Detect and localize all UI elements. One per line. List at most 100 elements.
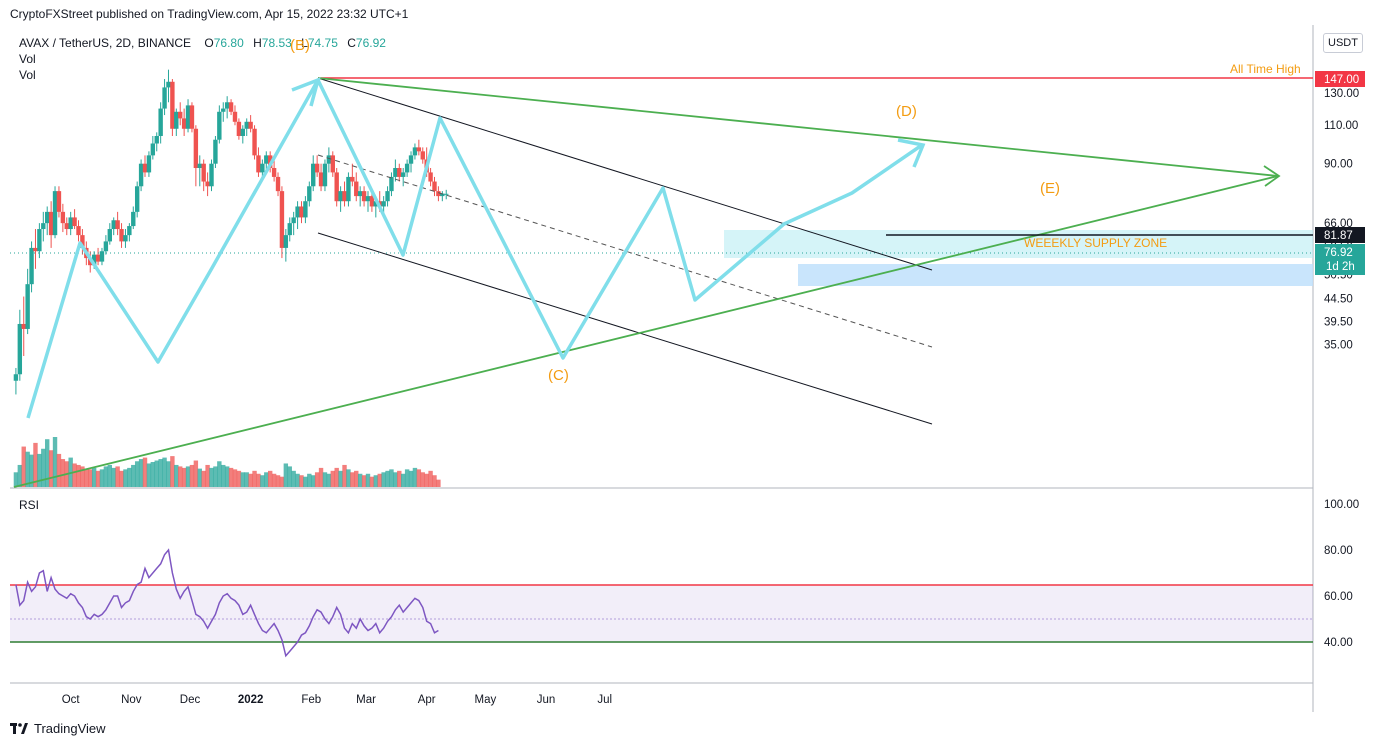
candle-body xyxy=(330,155,335,173)
ath-price-text: 147.00 xyxy=(1324,74,1359,86)
time-axis[interactable]: Oct Nov Dec 2022 Feb Mar Apr May Jun Jul xyxy=(62,694,612,706)
rsi-line[interactable] xyxy=(15,548,439,658)
volume-bar xyxy=(174,464,179,487)
volume-bar xyxy=(45,439,50,487)
supply-zone-label: WEEEKLY SUPPLY ZONE xyxy=(1024,236,1167,250)
candle-body xyxy=(146,155,152,173)
time-tick-label: Oct xyxy=(62,694,81,706)
volume-bar xyxy=(103,466,109,487)
volume-bar xyxy=(189,464,195,487)
candle-body xyxy=(13,374,19,381)
volume-bar xyxy=(287,466,292,487)
volume-bar xyxy=(33,442,38,487)
candle-body xyxy=(271,168,277,177)
channel-lower-line[interactable] xyxy=(317,232,933,425)
volume-bar xyxy=(334,467,339,487)
volume-bar xyxy=(436,479,441,487)
candle-body xyxy=(205,181,210,187)
candle-body xyxy=(385,191,390,202)
candle-body xyxy=(357,191,363,197)
candle-body xyxy=(436,191,441,197)
volume-bar xyxy=(244,472,249,487)
channel-upper-line[interactable] xyxy=(317,77,933,271)
candle-body xyxy=(56,191,62,212)
price-tick-label: 90.00 xyxy=(1324,159,1353,171)
symbol-label[interactable]: AVAX / TetherUS, 2D, BINANCE xyxy=(19,36,192,50)
volume-bar xyxy=(314,472,320,487)
candle-body xyxy=(334,172,339,202)
candle-body xyxy=(381,201,386,207)
volume-legend-1[interactable]: Vol xyxy=(19,52,36,66)
low-label: L xyxy=(301,36,308,50)
candle-body xyxy=(33,247,38,252)
rsi-tick-label: 100.00 xyxy=(1324,499,1359,511)
candle-body xyxy=(134,186,140,212)
wave-path[interactable] xyxy=(26,78,923,419)
demand-zone-rect[interactable] xyxy=(798,264,1313,286)
candle-body xyxy=(244,121,249,129)
rsi-legend[interactable]: RSI xyxy=(19,498,40,512)
candle-body xyxy=(107,229,112,242)
volume-bar xyxy=(256,473,261,487)
candle-body xyxy=(412,147,418,156)
candle-body xyxy=(224,102,230,109)
volume-bar xyxy=(162,457,167,487)
candle-body xyxy=(25,284,30,329)
currency-badge[interactable]: USDT xyxy=(1323,33,1363,53)
triangle-lower-line[interactable] xyxy=(13,175,1279,488)
volume-bar xyxy=(88,469,93,487)
volume-bar xyxy=(166,461,171,487)
volume-legend-2[interactable]: Vol xyxy=(19,68,36,82)
volume-bar xyxy=(365,473,371,487)
volume-bar xyxy=(361,475,367,487)
triangle-upper-line[interactable] xyxy=(317,77,1279,177)
volume-bar xyxy=(369,476,375,487)
volume-bar xyxy=(291,470,296,487)
candle-body xyxy=(252,128,257,156)
volume-bar xyxy=(119,470,124,487)
rsi-axis[interactable]: 100.00 80.00 60.00 40.00 xyxy=(1324,499,1359,649)
volume-bar xyxy=(354,470,359,487)
close-value: 76.92 xyxy=(355,36,386,50)
current-price-text: 76.92 xyxy=(1324,247,1353,259)
wave-b-label: (B) xyxy=(290,37,310,54)
candle-body xyxy=(17,323,23,375)
wave-e-label: (E) xyxy=(1040,180,1060,197)
tradingview-brand: TradingView xyxy=(34,721,106,736)
candle-body xyxy=(444,193,449,195)
low-value: 74.75 xyxy=(307,36,338,50)
time-tick-label: Feb xyxy=(301,694,321,706)
candle-body xyxy=(193,128,199,169)
candle-body xyxy=(287,223,292,236)
volume-bar xyxy=(271,473,277,487)
supply-zone-rect[interactable] xyxy=(724,230,1313,258)
time-tick-label: Jul xyxy=(597,694,612,706)
volume-bar xyxy=(377,473,382,487)
tradingview-logo[interactable]: TradingView xyxy=(10,721,106,736)
candle-body xyxy=(393,168,398,177)
volume-bar xyxy=(76,464,81,487)
candle-body xyxy=(326,155,332,164)
volume-bar xyxy=(107,464,112,487)
volume-bar xyxy=(240,472,246,487)
high-label: H xyxy=(253,36,262,50)
candle-body xyxy=(158,108,163,136)
candle-body xyxy=(361,191,367,202)
rsi-tick-label: 40.00 xyxy=(1324,637,1353,649)
time-tick-label: 2022 xyxy=(238,694,264,706)
candle-body xyxy=(162,87,167,109)
volume-bar xyxy=(29,454,34,487)
volume-bar xyxy=(41,448,46,487)
price-axis[interactable]: 130.00110.0090.0066.0058.5050.5044.5039.… xyxy=(1324,88,1359,351)
volume-bar xyxy=(213,466,218,487)
volume-bar xyxy=(299,475,304,487)
candle-body xyxy=(408,155,414,164)
volume-bar xyxy=(381,472,386,487)
candle-body xyxy=(76,226,81,236)
candle-body xyxy=(197,163,202,169)
volume-bar xyxy=(134,461,140,487)
volume-bar xyxy=(303,476,308,487)
candle-body xyxy=(29,247,34,285)
volume-bars xyxy=(13,437,441,487)
